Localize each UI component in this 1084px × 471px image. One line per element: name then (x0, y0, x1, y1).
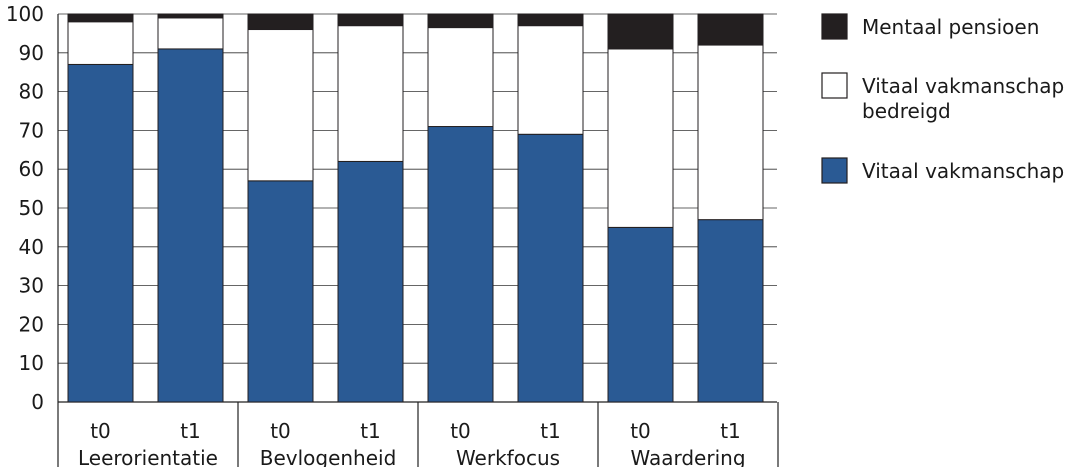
bar-segment-vitaal-2 (247, 180, 314, 403)
y-tick-label: 40 (19, 235, 44, 259)
bar-segment-bedreigd-3 (337, 25, 404, 162)
legend-swatch (821, 13, 848, 40)
x-tick-label: t0 (270, 419, 291, 443)
x-tick-label: t1 (720, 419, 741, 443)
bar-segment-vitaal-3 (337, 160, 404, 403)
x-tick-label: t1 (360, 419, 381, 443)
bar-segment-pensioen-0 (67, 13, 134, 23)
y-tick-label: 80 (19, 80, 44, 104)
group-label: Waardering (630, 446, 745, 467)
bar-segment-pensioen-7 (697, 13, 764, 46)
bar-segment-bedreigd-4 (427, 27, 494, 128)
legend-label: bedreigd (862, 99, 951, 123)
legend-label: Vitaal vakmanschap (862, 159, 1064, 183)
legend-swatch (821, 157, 848, 184)
x-tick-label: t0 (90, 419, 111, 443)
bar-segment-pensioen-2 (247, 13, 314, 31)
bar-segment-vitaal-6 (607, 226, 674, 403)
y-tick-label: 60 (19, 157, 44, 181)
bar-segment-vitaal-0 (67, 63, 134, 403)
legend-swatch (821, 72, 848, 99)
group-label: Werkfocus (456, 446, 560, 467)
legend-label: Vitaal vakmanschap (862, 74, 1064, 98)
y-tick-label: 70 (19, 118, 44, 142)
x-tick-label: t0 (450, 419, 471, 443)
y-tick-label: 90 (19, 41, 44, 65)
legend-label: Mentaal pensioen (862, 15, 1039, 39)
x-tick-label: t1 (540, 419, 561, 443)
bar-segment-bedreigd-7 (697, 44, 764, 221)
bar-segment-bedreigd-1 (157, 17, 224, 50)
y-tick-label: 100 (6, 2, 44, 26)
bar-segment-bedreigd-2 (247, 29, 314, 182)
y-tick-label: 10 (19, 351, 44, 375)
group-label: Leerorientatie (78, 446, 218, 467)
y-tick-label: 50 (19, 196, 44, 220)
bar-segment-vitaal-1 (157, 48, 224, 403)
x-tick-label: t0 (630, 419, 651, 443)
bar-segment-bedreigd-6 (607, 48, 674, 228)
bar-segment-pensioen-6 (607, 13, 674, 50)
bar-segment-bedreigd-5 (517, 25, 584, 135)
y-tick-label: 0 (31, 390, 44, 414)
bar-segment-pensioen-4 (427, 13, 494, 29)
bar-segment-pensioen-5 (517, 13, 584, 27)
x-tick-label: t1 (180, 419, 201, 443)
bar-segment-vitaal-5 (517, 133, 584, 403)
y-tick-label: 20 (19, 312, 44, 336)
bar-segment-vitaal-7 (697, 219, 764, 403)
group-label: Bevlogenheid (260, 446, 397, 467)
bar-segment-vitaal-4 (427, 126, 494, 403)
bar-segment-pensioen-1 (157, 13, 224, 19)
bar-segment-pensioen-3 (337, 13, 404, 27)
y-tick-label: 30 (19, 274, 44, 298)
bar-segment-bedreigd-0 (67, 21, 134, 65)
